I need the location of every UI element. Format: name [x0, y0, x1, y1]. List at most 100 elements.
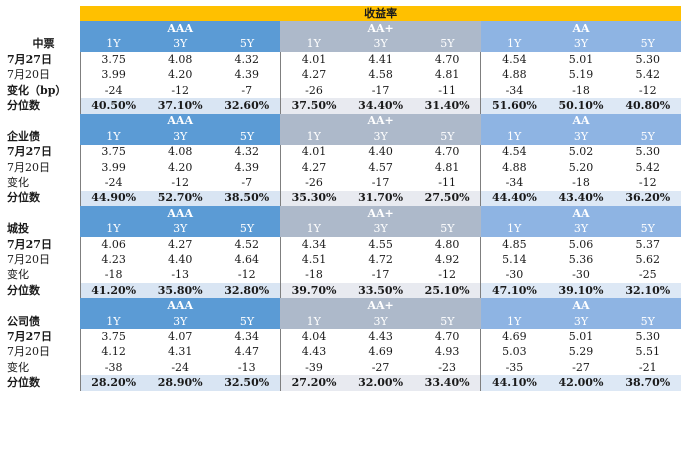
value-cell: 32.00% — [347, 375, 414, 391]
value-cell: 4.08 — [167, 52, 193, 66]
value-cell: -24 — [79, 175, 147, 191]
tenor-header: 3Y — [146, 36, 214, 53]
value-cell: 4.40 — [167, 252, 193, 266]
percentile-row: 分位数 40.50% 37.10% 32.60% 37.50% 34.40% 31.40% 5… — [4, 98, 682, 114]
value-cell: 4.34 — [234, 329, 259, 343]
group-header-blank — [4, 114, 80, 129]
value-cell: -18 — [79, 267, 147, 284]
value-cell: 4.80 — [434, 237, 460, 251]
value-cell: -26 — [279, 175, 348, 191]
value-cell: -30 — [572, 268, 590, 282]
value-cell: 4.70 — [434, 52, 460, 66]
data-row: 7月27日 4.06 4.27 4.52 4.34 4.55 4.80 4.85 5.06 5.3… — [4, 236, 681, 253]
value-cell: -18 — [572, 175, 590, 189]
tenor-header: 1Y — [80, 36, 147, 53]
tenor-header: 5Y — [213, 129, 281, 145]
value-cell: 28.90% — [146, 375, 214, 391]
tenor-header: 1Y — [480, 221, 548, 237]
tenor-header: 1Y — [280, 313, 348, 330]
value-cell: 5.01 — [568, 52, 594, 66]
value-cell: 28.20% — [79, 375, 147, 391]
tenor-header: 3Y — [547, 221, 615, 237]
value-cell: -17 — [371, 175, 390, 189]
rating-group-aa: AA — [480, 206, 682, 222]
data-row: 7月20日 4.12 4.31 4.47 4.43 4.69 4.93 5.03 5.29 5.5… — [4, 344, 681, 360]
value-cell: 4.34 — [279, 236, 348, 253]
value-cell: 4.70 — [434, 329, 460, 343]
value-cell: 4.51 — [279, 252, 348, 268]
value-cell: 5.14 — [480, 252, 548, 268]
value-cell: 4.92 — [434, 252, 460, 266]
tenor-header: 1Y — [280, 36, 348, 53]
tenor-row: 公司债 1Y 3Y 5Y 1Y 3Y 5Y 1Y 3Y 5Y — [4, 313, 682, 330]
value-cell: 3.75 — [79, 329, 147, 345]
row-label: 分位数 — [7, 99, 40, 113]
percentile-row: 分位数 28.20% 28.90% 32.50% 27.20% 32.00% 33.40% 4… — [4, 375, 682, 391]
value-cell: 4.72 — [368, 252, 393, 266]
value-cell: 37.10% — [146, 98, 214, 114]
group-header-blank — [4, 206, 80, 221]
value-cell: -12 — [237, 268, 256, 282]
value-cell: 5.36 — [568, 252, 594, 266]
percentile-row: 分位数 41.20% 35.80% 32.80% 39.70% 33.50% 25.10% 4… — [4, 283, 682, 299]
rating-group-aa-plus: AA+ — [280, 21, 481, 37]
value-cell: 40.80% — [614, 98, 682, 114]
value-cell: 4.93 — [434, 345, 460, 359]
title-row: 收益率 — [4, 6, 682, 22]
value-cell: 4.54 — [480, 52, 548, 68]
value-cell: 39.70% — [279, 283, 348, 299]
value-cell: 5.19 — [568, 68, 594, 82]
value-cell: 4.23 — [79, 252, 147, 268]
group-header-row: AAA AA+ AA — [4, 21, 682, 37]
value-cell: 38.70% — [614, 375, 682, 391]
row-label: 7月27日 — [7, 329, 52, 343]
tenor-header: 1Y — [280, 129, 348, 145]
value-cell: 52.70% — [146, 190, 214, 207]
value-cell: 4.88 — [480, 159, 548, 176]
tenor-header: 5Y — [614, 313, 682, 330]
rating-group-aa: AA — [480, 113, 682, 130]
row-label: 7月27日 — [7, 237, 52, 251]
value-cell: -18 — [279, 267, 348, 284]
row-label: 变化 — [7, 360, 29, 374]
row-label: 7月20日 — [7, 160, 50, 174]
value-cell: -12 — [638, 83, 657, 97]
value-cell: 4.07 — [167, 329, 193, 343]
section-name: 城投 — [7, 222, 29, 236]
tenor-header: 1Y — [480, 129, 548, 145]
data-row: 7月27日 3.75 4.08 4.32 4.01 4.40 4.70 4.54 5.02 5.3… — [4, 144, 681, 160]
tenor-header: 5Y — [614, 36, 682, 53]
rating-group-aa: AA — [480, 298, 682, 314]
group-header-blank — [4, 298, 80, 313]
tenor-header: 1Y — [480, 36, 548, 53]
value-cell: 34.40% — [347, 98, 414, 114]
value-cell: 4.41 — [368, 52, 393, 66]
value-cell: 51.60% — [480, 98, 548, 114]
section-name: 中票 — [32, 37, 55, 51]
value-cell: 4.54 — [480, 144, 548, 160]
value-cell: 5.29 — [568, 345, 594, 359]
value-cell: 5.03 — [480, 344, 548, 360]
value-cell: 43.40% — [547, 190, 615, 207]
row-label: 7月20日 — [7, 252, 50, 266]
value-cell: -12 — [438, 268, 456, 282]
group-header-row: AAA AA+ AA — [4, 113, 682, 130]
value-cell: 5.06 — [568, 237, 594, 251]
value-cell: 3.99 — [79, 67, 147, 83]
value-cell: -12 — [638, 175, 657, 189]
value-cell: 44.10% — [480, 375, 548, 391]
tenor-header: 5Y — [213, 221, 281, 237]
row-label: 变化 — [7, 268, 29, 282]
value-cell: 4.04 — [279, 329, 348, 345]
value-cell: 37.50% — [279, 98, 348, 114]
value-cell: -12 — [171, 83, 190, 97]
data-row: 7月20日 3.99 4.20 4.39 4.27 4.58 4.81 4.88 5.19 5.4… — [4, 67, 681, 83]
value-cell: 44.40% — [480, 190, 548, 207]
tenor-header: 1Y — [280, 221, 348, 237]
value-cell: 4.70 — [434, 145, 460, 159]
value-cell: 4.06 — [79, 236, 147, 253]
percentile-row: 分位数 44.90% 52.70% 38.50% 35.30% 31.70% 27.50% 4… — [4, 190, 682, 207]
value-cell: -27 — [572, 360, 590, 374]
rating-group-aa: AA — [480, 21, 682, 37]
tenor-header: 3Y — [146, 221, 214, 237]
